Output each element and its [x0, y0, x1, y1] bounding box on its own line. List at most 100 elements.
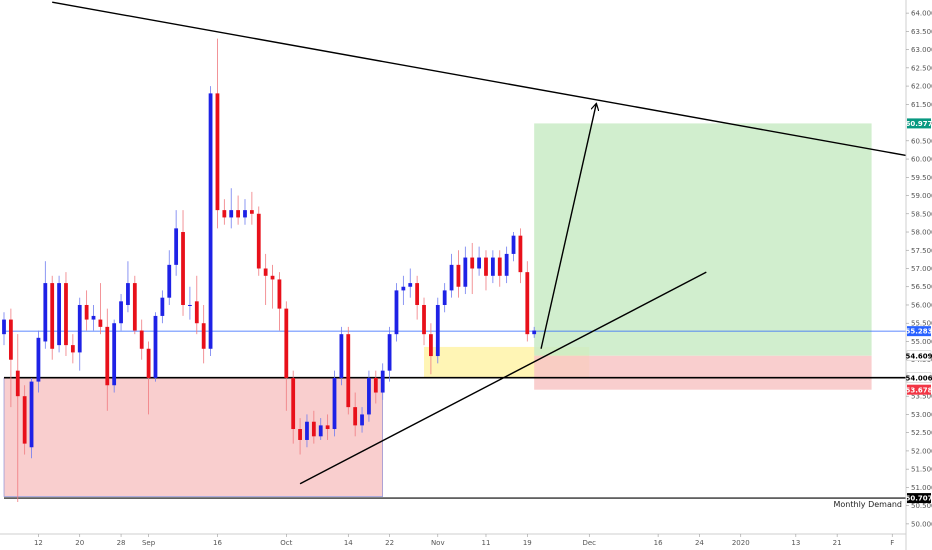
ascending-trendline[interactable] [299, 271, 707, 485]
candle [387, 326, 392, 382]
price-tag: 54.006 [905, 372, 932, 383]
candle [318, 418, 323, 440]
candle-body [50, 283, 55, 349]
monthly-demand-zone [3, 377, 384, 497]
candle-body [29, 381, 34, 448]
candle [463, 246, 468, 295]
time-tick-label: 16 [654, 539, 663, 547]
candle [311, 410, 316, 444]
candles-layer [2, 38, 537, 502]
profit-target-zone [534, 123, 872, 356]
candle-body [64, 283, 68, 346]
candle [167, 250, 172, 305]
time-tick-label: 2020 [732, 539, 750, 547]
candle-body [98, 319, 103, 327]
trendlines-layer [52, 1, 907, 485]
candle-body [77, 304, 82, 353]
projection-arrow[interactable] [540, 104, 596, 349]
candle [525, 261, 530, 342]
candle [64, 272, 68, 357]
price-tick-label: 52.500 [911, 429, 932, 437]
time-tick-label: Dec [582, 539, 596, 547]
candle [22, 385, 27, 455]
price-tick-label: 64.000 [911, 10, 932, 18]
candle [325, 414, 330, 440]
price-tag-bg [907, 384, 931, 395]
price-tag-label: 60.977 [905, 120, 932, 128]
candle [181, 210, 185, 316]
candle-body [201, 323, 206, 349]
candle [490, 250, 495, 284]
price-tick-label: 53.500 [911, 393, 932, 401]
candle [70, 334, 75, 364]
candle-body [525, 272, 530, 335]
candle [119, 294, 123, 331]
candle [291, 370, 296, 444]
candle-body [387, 334, 392, 371]
candle [305, 414, 309, 448]
candle [429, 323, 433, 375]
candle [249, 191, 254, 225]
candle [394, 283, 399, 342]
candle [339, 326, 344, 386]
candle-body [188, 304, 192, 306]
candle-body [318, 425, 323, 437]
time-tick-label: 11 [482, 539, 491, 547]
time-tick-label: 14 [344, 539, 353, 547]
candle [373, 370, 378, 404]
candle-body [346, 334, 351, 408]
price-tick-label: 59.000 [911, 192, 932, 200]
price-tick-label: 51.000 [911, 484, 932, 492]
candle-body [367, 377, 371, 415]
candle [449, 253, 454, 298]
price-tick-label: 61.500 [911, 101, 932, 109]
candle [511, 232, 516, 262]
price-tick-label: 57.000 [911, 265, 932, 273]
price-tick-label: 56.000 [911, 301, 932, 309]
candle-body [84, 304, 89, 320]
time-axis[interactable]: 12 20 28 Sep 16 Oct 14 22 Nov 11 19 Dec 16 24 2020 13 21… [0, 533, 906, 547]
candle-body [2, 319, 6, 335]
time-tick-label: 12 [34, 539, 43, 547]
time-tick-label: Nov [431, 539, 445, 547]
price-axis[interactable]: 50.000 50.500 51.000 51.500 52.000 52.500 53.0… [905, 0, 932, 550]
candle-body [360, 414, 364, 426]
candle-body [497, 257, 502, 276]
candle-body [132, 283, 137, 331]
candle [174, 210, 179, 276]
candle-body [518, 235, 523, 273]
candle-body [174, 228, 179, 265]
candle-body [222, 210, 227, 218]
candle [229, 188, 234, 229]
candle-body [490, 257, 495, 276]
price-tick-label: 52.000 [911, 447, 932, 455]
price-tag-bg [907, 118, 931, 129]
price-tag: 50.707 [905, 493, 932, 504]
candle [153, 312, 158, 382]
descending-trendline[interactable] [52, 1, 907, 157]
annotations-layer: Monthly Demand [834, 500, 903, 509]
candle-body [112, 323, 117, 386]
candle [98, 283, 103, 335]
price-tag: 54.609 [905, 350, 932, 361]
candle-body [305, 421, 309, 440]
candle [367, 370, 371, 422]
candle-body [284, 308, 289, 378]
candle-body [470, 257, 475, 269]
price-tick-label: 53.000 [911, 411, 932, 419]
candle-body [167, 264, 172, 298]
candle [84, 290, 89, 331]
candle-body [119, 301, 123, 324]
candle-body [511, 235, 516, 254]
price-tick-label: 58.500 [911, 210, 932, 218]
candle-body [339, 334, 344, 378]
price-tag-bg [906, 372, 932, 383]
candle [415, 275, 420, 320]
candle-body [291, 377, 296, 430]
candle-body [332, 377, 337, 430]
candle [139, 319, 144, 360]
candle [504, 246, 509, 284]
price-tick-label: 59.500 [911, 174, 932, 182]
candle [380, 363, 385, 400]
candle-body [270, 275, 275, 280]
